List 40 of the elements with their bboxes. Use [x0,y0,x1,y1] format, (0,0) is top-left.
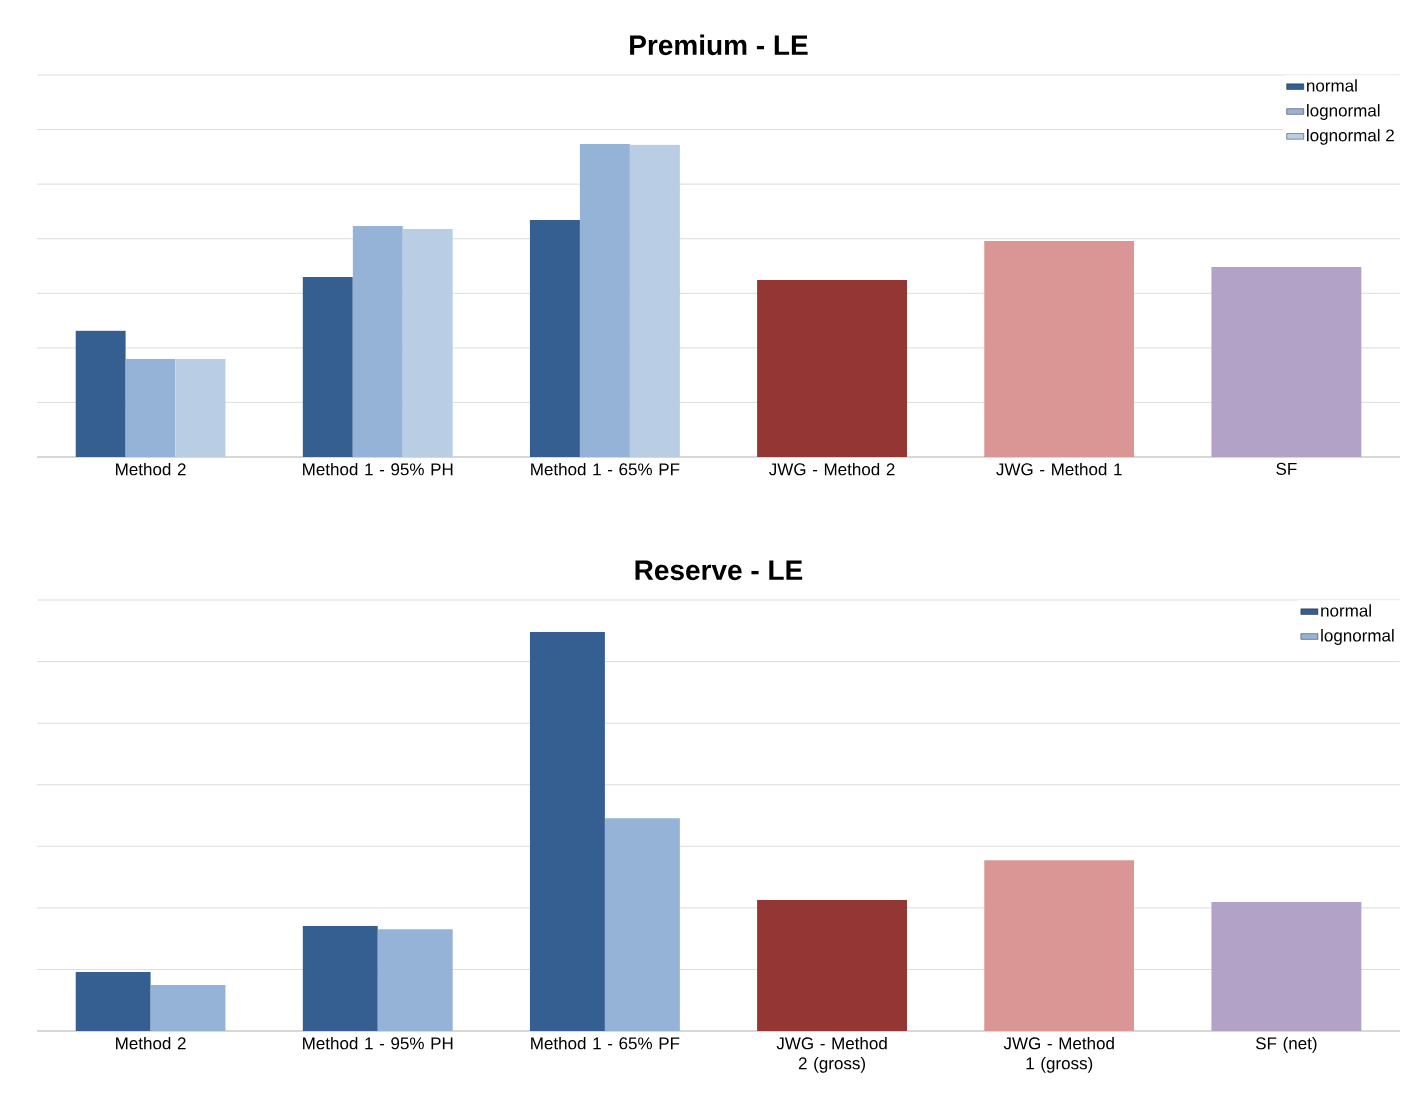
x-tick-label: JWG - Method 2 [769,462,895,476]
x-tick-label: Method 1 - 95% PH [303,462,453,476]
bar [302,276,353,458]
bar [125,359,176,458]
x-tick-label: Method 1 - 65% PF [531,462,680,476]
chart-title: Reserve - LE [635,560,803,581]
bar [302,926,378,1032]
bar [1211,902,1362,1032]
bar [984,860,1135,1032]
bar [529,219,580,458]
bar [175,359,226,458]
x-tick-label: Method 2 [116,462,186,476]
x-tick-label: SF [1276,462,1297,475]
bar [352,225,403,458]
x-tick-label: SF (net) [1255,1036,1317,1053]
bar [529,631,605,1032]
bar [1211,266,1362,458]
legend-label: lognormal [1321,629,1394,645]
chart-title: Premium - LE [630,34,808,56]
legend-label: lognormal [1307,104,1380,120]
bar [757,900,908,1032]
legend-label: lognormal 2 [1307,128,1394,145]
bar [377,929,453,1032]
legend-label: normal [1307,79,1357,92]
bar [75,971,151,1032]
x-tick-label: Method 2 [116,1036,186,1050]
x-tick-label: Method 1 - 65% PF [531,1036,680,1050]
x-tick-label: Method 1 - 95% PH [303,1036,453,1050]
legend-label: normal [1321,604,1371,617]
bar [629,144,680,458]
bar [150,985,226,1032]
bar [984,240,1135,458]
bar [75,330,126,458]
bar [402,229,453,458]
bar [757,280,908,458]
x-tick-label: JWG - Method 1 [996,462,1122,476]
x-tick-label: JWG - Method 2 (gross) [776,1036,887,1073]
bar [579,143,630,458]
x-tick-label: JWG - Method 1 (gross) [1003,1036,1114,1073]
bar [604,818,680,1032]
